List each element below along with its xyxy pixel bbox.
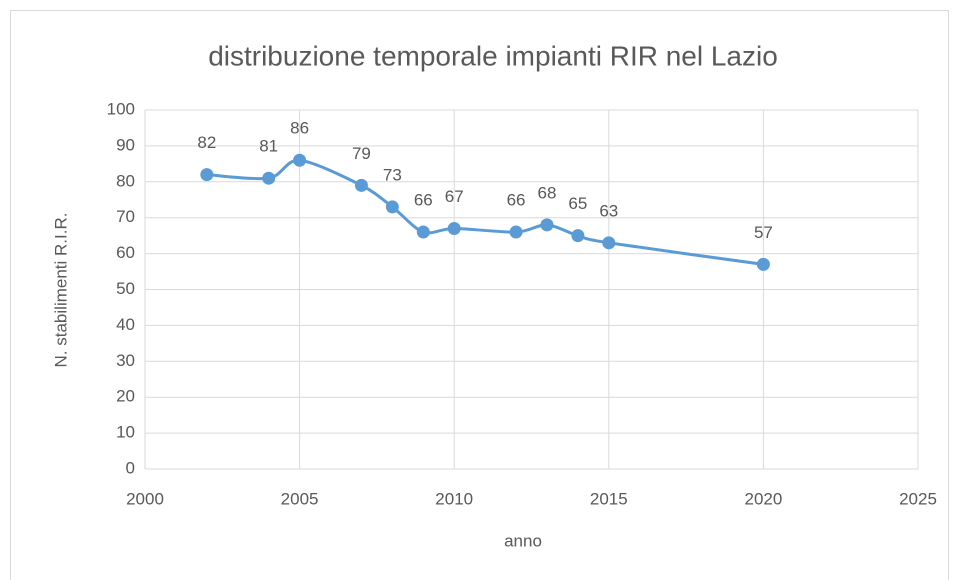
y-tick-label: 80	[116, 171, 135, 190]
y-tick-label: 0	[126, 458, 135, 477]
data-label: 86	[290, 119, 309, 138]
y-tick-label: 70	[116, 207, 135, 226]
x-tick-label: 2025	[899, 489, 937, 508]
data-label: 63	[599, 201, 618, 220]
x-tick-label: 2005	[281, 489, 319, 508]
data-point	[354, 178, 368, 192]
data-point	[385, 200, 399, 214]
x-axis-label: anno	[504, 531, 542, 550]
y-tick-label: 60	[116, 243, 135, 262]
chart-frame	[10, 10, 949, 580]
y-tick-label: 90	[116, 135, 135, 154]
data-point	[262, 171, 276, 185]
y-tick-label: 40	[116, 315, 135, 334]
data-point	[540, 218, 554, 232]
data-label: 82	[197, 133, 216, 152]
y-tick-label: 30	[116, 351, 135, 370]
data-label: 79	[352, 144, 371, 163]
data-point	[416, 225, 430, 239]
data-point	[571, 229, 585, 243]
data-label: 68	[537, 183, 556, 202]
data-label: 81	[259, 137, 278, 156]
data-label: 67	[445, 187, 464, 206]
data-point	[756, 257, 770, 271]
data-label: 66	[414, 191, 433, 210]
x-tick-label: 2000	[126, 489, 164, 508]
x-tick-label: 2010	[435, 489, 473, 508]
data-label: 66	[507, 191, 526, 210]
data-point	[293, 153, 307, 167]
y-axis-label: N. stabilimenti R.I.R.	[51, 213, 70, 368]
data-label: 65	[568, 194, 587, 213]
data-label: 73	[383, 165, 402, 184]
data-point	[602, 236, 616, 250]
y-tick-label: 10	[116, 423, 135, 442]
data-point	[447, 221, 461, 235]
chart-title: distribuzione temporale impianti RIR nel…	[208, 40, 778, 71]
y-tick-label: 100	[107, 99, 135, 118]
x-tick-label: 2015	[590, 489, 628, 508]
data-label: 57	[754, 223, 773, 242]
data-point	[509, 225, 523, 239]
x-tick-label: 2020	[744, 489, 782, 508]
y-tick-label: 50	[116, 279, 135, 298]
y-tick-label: 20	[116, 387, 135, 406]
data-point	[200, 168, 214, 182]
